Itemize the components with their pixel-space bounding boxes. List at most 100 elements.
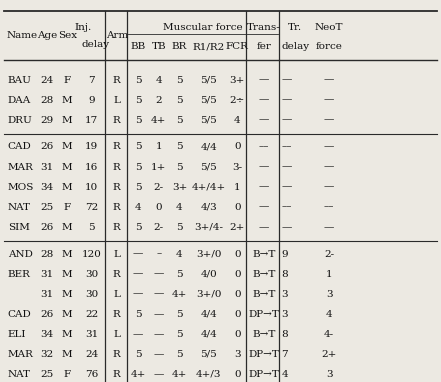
Text: M: M: [62, 310, 73, 319]
Text: 5: 5: [135, 350, 141, 359]
Text: 4: 4: [176, 203, 183, 212]
Text: —: —: [324, 162, 334, 172]
Text: 31: 31: [41, 162, 54, 172]
Text: M: M: [62, 96, 73, 105]
Text: 2+: 2+: [230, 223, 245, 232]
Text: —: —: [153, 330, 164, 339]
Text: 5: 5: [176, 116, 183, 125]
Text: Tr.: Tr.: [288, 23, 303, 32]
Text: 25: 25: [41, 370, 54, 379]
Text: —: —: [258, 223, 269, 232]
Text: 5: 5: [176, 76, 183, 84]
Text: 4: 4: [326, 310, 333, 319]
Text: 5: 5: [176, 142, 183, 152]
Text: M: M: [62, 350, 73, 359]
Text: 5: 5: [135, 310, 141, 319]
Text: 3+: 3+: [230, 76, 245, 84]
Text: BER: BER: [8, 270, 31, 278]
Text: 10: 10: [85, 183, 98, 192]
Text: R: R: [113, 203, 121, 212]
Text: —: —: [258, 76, 269, 84]
Text: M: M: [62, 162, 73, 172]
Text: 1: 1: [155, 142, 162, 152]
Text: 4/4: 4/4: [200, 330, 217, 339]
Text: 17: 17: [85, 116, 98, 125]
Text: 4: 4: [176, 249, 183, 259]
Text: delay: delay: [281, 42, 309, 51]
Text: 5: 5: [176, 330, 183, 339]
Text: 4/0: 4/0: [200, 270, 217, 278]
Text: DP→T: DP→T: [248, 370, 279, 379]
Text: 0: 0: [234, 142, 241, 152]
Text: 0: 0: [234, 249, 241, 259]
Text: 28: 28: [41, 96, 54, 105]
Text: ––: ––: [281, 142, 292, 152]
Text: R: R: [113, 310, 121, 319]
Text: ELI: ELI: [8, 330, 26, 339]
Text: 5: 5: [135, 96, 141, 105]
Text: 5: 5: [176, 270, 183, 278]
Text: M: M: [62, 249, 73, 259]
Text: —: —: [153, 290, 164, 299]
Text: —: —: [324, 142, 334, 152]
Text: –: –: [156, 249, 161, 259]
Text: 4/4: 4/4: [200, 142, 217, 152]
Text: 4/4: 4/4: [200, 310, 217, 319]
Text: 4-: 4-: [324, 330, 334, 339]
Text: 26: 26: [41, 310, 54, 319]
Text: 4+/4+: 4+/4+: [191, 183, 226, 192]
Text: FCR: FCR: [226, 42, 249, 51]
Text: 4: 4: [155, 76, 162, 84]
Text: 1+: 1+: [151, 162, 166, 172]
Text: F: F: [64, 370, 71, 379]
Text: —: —: [258, 162, 269, 172]
Text: —: —: [133, 270, 143, 278]
Text: 4: 4: [281, 370, 288, 379]
Text: —: —: [324, 96, 334, 105]
Text: 22: 22: [85, 310, 98, 319]
Text: 2+: 2+: [321, 350, 337, 359]
Text: Trans-: Trans-: [247, 23, 280, 32]
Text: —: —: [281, 223, 292, 232]
Text: TB: TB: [151, 42, 166, 51]
Text: ––: ––: [324, 203, 334, 212]
Text: L: L: [113, 330, 120, 339]
Text: 26: 26: [41, 142, 54, 152]
Text: 4+: 4+: [172, 370, 187, 379]
Text: 1: 1: [234, 183, 241, 192]
Text: 5: 5: [176, 350, 183, 359]
Text: 28: 28: [41, 249, 54, 259]
Text: NAT: NAT: [8, 370, 31, 379]
Text: 3+/4-: 3+/4-: [194, 223, 223, 232]
Text: 9: 9: [88, 96, 95, 105]
Text: 2÷: 2÷: [230, 96, 245, 105]
Text: L: L: [113, 96, 120, 105]
Text: 16: 16: [85, 162, 98, 172]
Text: NeoT: NeoT: [315, 23, 344, 32]
Text: 30: 30: [85, 290, 98, 299]
Text: —: —: [153, 270, 164, 278]
Text: 4+: 4+: [151, 116, 166, 125]
Text: —: —: [153, 370, 164, 379]
Text: 5/5: 5/5: [200, 76, 217, 84]
Text: F: F: [64, 76, 71, 84]
Text: —: —: [153, 310, 164, 319]
Text: ––: ––: [281, 203, 292, 212]
Text: R1/R2: R1/R2: [192, 42, 225, 51]
Text: B→T: B→T: [252, 330, 276, 339]
Text: 25: 25: [41, 203, 54, 212]
Text: Inj.: Inj.: [74, 23, 91, 32]
Text: delay: delay: [82, 40, 110, 50]
Text: 0: 0: [234, 370, 241, 379]
Text: AND: AND: [8, 249, 33, 259]
Text: M: M: [62, 290, 73, 299]
Text: CAD: CAD: [8, 142, 32, 152]
Text: 0: 0: [234, 330, 241, 339]
Text: —: —: [324, 76, 334, 84]
Text: R: R: [113, 76, 121, 84]
Text: 1: 1: [326, 270, 333, 278]
Text: 26: 26: [41, 223, 54, 232]
Text: 31: 31: [41, 290, 54, 299]
Text: 5/5: 5/5: [200, 116, 217, 125]
Text: Age: Age: [37, 31, 57, 40]
